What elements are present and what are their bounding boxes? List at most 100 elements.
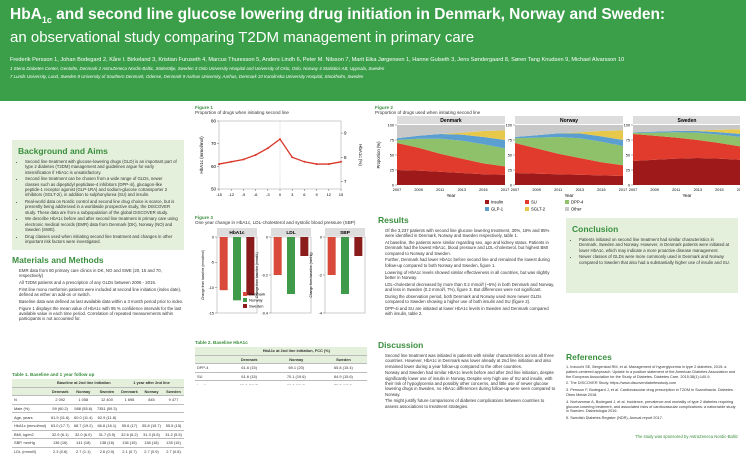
y-tick-label: -5: [211, 261, 214, 265]
area: [397, 125, 505, 139]
cell: 2 092: [48, 395, 72, 405]
area: [633, 131, 740, 137]
x-tick-label: 2017: [619, 188, 627, 192]
reference: 5. Swedish Diabetes Register (NDR), Annu…: [566, 416, 663, 421]
x-axis-label: Year: [682, 193, 692, 198]
cell: [12, 379, 49, 388]
cell: [195, 347, 226, 356]
table: Baseline at 2nd line initiation 1 year af…: [12, 379, 184, 454]
area: [515, 130, 623, 140]
column-header: Denmark: [225, 355, 273, 365]
panel-title: LDL: [286, 230, 295, 236]
figure3: Figure 3 One year change in HbA1c, LDL-ch…: [195, 215, 367, 333]
area: [633, 125, 740, 133]
column-header: Norway: [139, 387, 164, 397]
panel-header: [633, 116, 740, 124]
y-tick-label: 0: [320, 235, 322, 239]
legend-label: Insulin: [491, 200, 504, 205]
panel-header: [271, 228, 311, 236]
x-tick-label: 0: [279, 192, 282, 197]
y-tick-label: 0: [628, 183, 630, 187]
cell: 32.9 (6.1): [48, 430, 72, 440]
y-tick-label: 100: [388, 123, 394, 127]
y-tick-label: 80: [211, 119, 217, 124]
cell: 66.8 (16.1): [94, 421, 120, 431]
area: [397, 134, 505, 149]
table1: Table 1. Baseline and 1 year follow up Ba…: [12, 372, 184, 454]
point: [254, 154, 257, 156]
area: [397, 170, 505, 185]
point: [340, 160, 342, 163]
cell: 75.3 (18.1): [319, 380, 367, 385]
bar: [219, 237, 228, 291]
bar: [287, 237, 295, 294]
cell: 138 (16): [94, 438, 120, 448]
point: [266, 147, 269, 150]
cell: 55.5 (15): [163, 421, 184, 431]
area: [515, 133, 623, 146]
panel-header: [397, 116, 505, 124]
column-header: Norway: [272, 355, 320, 365]
bullet: LDL-cholesterol decreased by more than 0…: [385, 282, 556, 293]
table: HbA1c at 2nd line initiation, FCC (%) Den…: [195, 347, 367, 385]
x-axis-label: Year: [564, 193, 574, 198]
bullet: At baseline, the patients were similar r…: [385, 240, 556, 256]
y2-axis-label: HbA1c (%): [358, 144, 363, 166]
cell: 32.6 (6.2): [119, 430, 140, 440]
cell: HbA1c (mmol/mol): [12, 421, 49, 431]
cell: 1 698: [119, 395, 140, 405]
bar: [327, 237, 336, 275]
y-tick-label: 25: [390, 168, 394, 172]
row: Denmark Norway Sweden Denmark Norway Sweden: [12, 387, 184, 397]
y-axis-label: HbA1c (mmol/mol): [199, 136, 204, 174]
y-tick-label: 50: [508, 153, 512, 157]
cell: 55.8 (15.7): [139, 421, 164, 431]
row: Baseline at 2nd line initiation 1 year af…: [12, 379, 184, 388]
conclusion-box: Conclusion Patients initiated on second l…: [566, 218, 738, 293]
cell: 65.8 (15.4): [319, 363, 367, 373]
y-tick-label: 100: [624, 123, 630, 127]
x-tick-label: -12: [228, 192, 235, 197]
bullet: Second line treatment was initiated in p…: [385, 353, 556, 369]
background-box: Background and Aims Second line treatment…: [12, 140, 184, 250]
cell: 61.9 (11.6): [48, 412, 72, 422]
point: [291, 156, 294, 159]
cell: 31.3 (5.6): [139, 430, 164, 440]
cell: 69.8 (16.6): [272, 380, 320, 385]
section-heading: Discussion: [378, 340, 424, 350]
y2-tick-label: 7: [344, 179, 347, 184]
cell: 2.3 (0.8): [48, 447, 72, 454]
panel-title: Denmark: [440, 118, 462, 124]
y-tick-label: -4: [319, 311, 322, 315]
section-heading: Conclusion: [572, 224, 619, 234]
bullet: Further, Denmark had lower HbA1c before …: [385, 257, 556, 268]
x-tick-label: 2009: [650, 188, 658, 192]
group-header: HbA1c at 2nd line initiation, FCC (%): [225, 347, 367, 356]
row: Male (%) 59 (60.2) 588 (55.6) 7351 (59.3): [12, 404, 184, 414]
x-tick-label: -15: [216, 192, 223, 197]
bar: [341, 237, 349, 294]
cell: BMI, kg/m2: [12, 430, 49, 440]
references: References 1. Inzucchi SE, Bergenstal RM,…: [566, 352, 738, 430]
row: HbA1c (mmol/mol) 63.0 (17.7) 68.7 (19.2) 66…: [12, 421, 184, 431]
discussion: Discussion Second line treatment was init…: [378, 340, 556, 452]
column-header: Sweden: [94, 387, 120, 397]
x-tick-label: 2017: [737, 188, 740, 192]
cell: [163, 412, 184, 422]
cell: 1 058: [71, 395, 95, 405]
section-heading: Results: [378, 215, 409, 225]
point: [303, 160, 306, 163]
cell: 136 (15): [119, 438, 140, 448]
y-tick-label: 75: [508, 138, 512, 142]
area: [633, 158, 740, 185]
table-caption: Table 1. Baseline and 1 year follow up: [12, 372, 95, 377]
cell: 31.7 (5.5): [94, 430, 120, 440]
caption-text: Proportion of drugs used when initiating…: [375, 110, 481, 115]
cell: Age, years: [12, 412, 49, 422]
area: [515, 173, 623, 185]
x-tick-label: 2013: [576, 188, 584, 192]
cell: 2.7 (1.1): [71, 447, 95, 454]
row: BMI, kg/m2 32.9 (6.1) 32.0 (6.0) 31.7 (5.5)…: [12, 430, 184, 440]
point: [279, 138, 281, 141]
bullet: Of the 3,237 patients with second line g…: [385, 228, 556, 239]
